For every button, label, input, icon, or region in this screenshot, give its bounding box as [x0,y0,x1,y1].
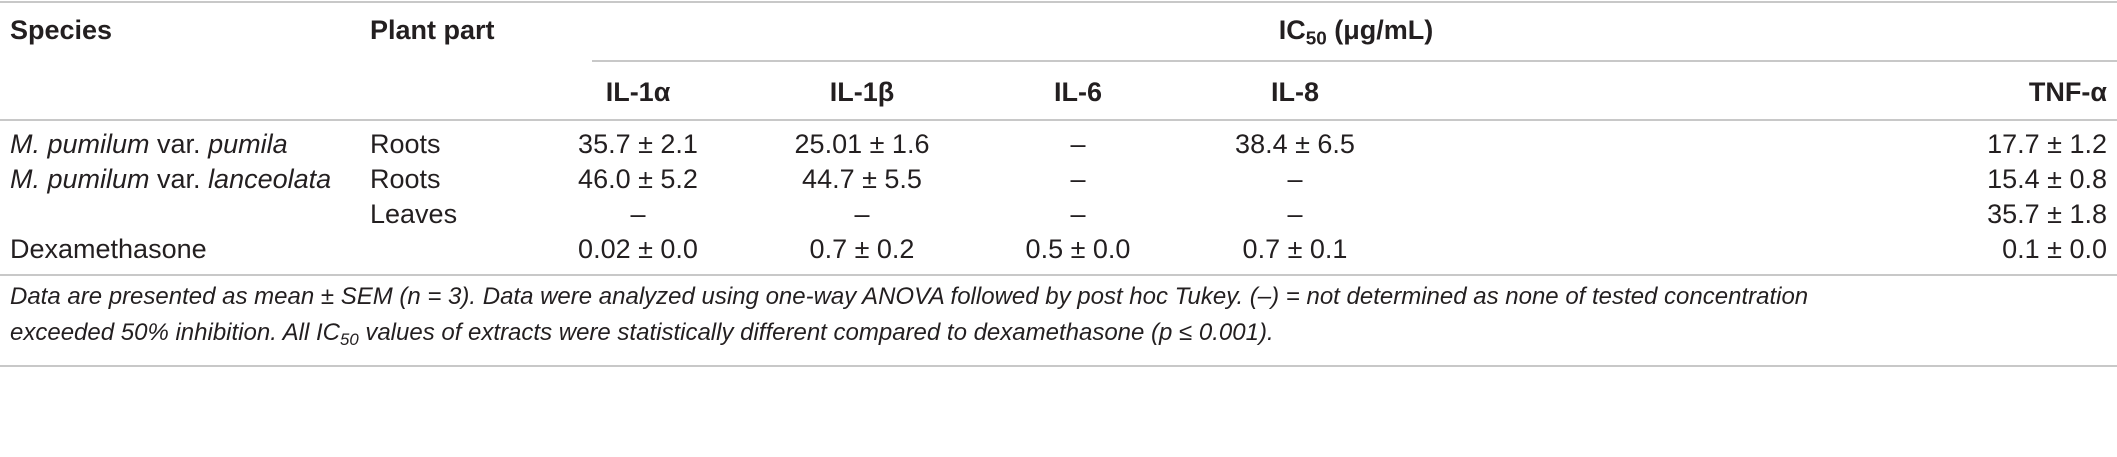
ic50-value-cell: 38.4 ± 6.5 [1235,129,1355,159]
species-name-part: Dexamethasone [10,234,207,264]
ic50-value-cell: – [1070,164,1086,194]
species-cell: M. pumilum var. lanceolata [10,162,331,196]
header-bottom-rule [0,119,2117,121]
footnote-text: exceeded 50% inhibition. All IC [10,319,340,346]
header-plant-part: Plant part [370,15,495,45]
ic50-value-cell: – [854,199,870,229]
table-footnote-line-2: exceeded 50% inhibition. All IC50 values… [10,318,1274,348]
species-name-part: var. [149,164,209,194]
species-name-part: M. pumilum [10,164,150,194]
ic50-value-cell: 0.02 ± 0.0 [578,234,698,264]
ic50-value-cell: – [1287,199,1303,229]
ic50-value-cell: 46.0 ± 5.2 [578,164,698,194]
ic50-value-cell: 15.4 ± 0.8 [1987,164,2107,194]
column-header: IL-1α [605,77,671,107]
species-name-part: lanceolata [208,164,332,194]
ic50-value-cell: 17.7 ± 1.2 [1987,129,2107,159]
table-footnote-line-1: Data are presented as mean ± SEM (n = 3)… [10,283,1809,310]
ic50-value-cell: – [1070,199,1086,229]
column-header: IL-8 [1270,77,1320,107]
footnote-text: values of extracts were statistically di… [358,319,1274,346]
table-top-rule [0,1,2117,3]
species-name-part: M. pumilum [10,129,150,159]
ic50-value-cell: 35.7 ± 1.8 [1987,199,2107,229]
footnote-subscript: 50 [339,330,359,350]
ic50-value-cell: 0.5 ± 0.0 [1025,234,1131,264]
species-name-part: pumila [208,129,288,159]
ic50-value-cell: – [1287,164,1303,194]
column-header: IL-6 [1053,77,1103,107]
column-header: TNF-α [2028,77,2107,107]
plant-part-cell: Roots [370,164,441,194]
species-cell: Dexamethasone [10,232,207,266]
table-bottom-rule [0,365,2117,367]
header-species: Species [10,15,113,45]
ic50-value-cell: – [1070,129,1086,159]
column-header: IL-1β [829,77,895,107]
header-ic50-unit: (μg/mL) [1326,15,1434,45]
header-ic50: IC50 (μg/mL) [1278,13,1434,50]
plant-part-cell: Leaves [370,199,458,229]
ic50-value-cell: 0.7 ± 0.2 [809,234,915,264]
plant-part-cell: Roots [370,129,441,159]
ic50-value-cell: 0.7 ± 0.1 [1242,234,1348,264]
ic50-value-cell: 25.01 ± 1.6 [794,129,930,159]
species-cell: M. pumilum var. pumila [10,127,288,161]
ic50-value-cell: 44.7 ± 5.5 [802,164,922,194]
header-ic50-subscript: 50 [1305,28,1327,50]
species-name-part: var. [149,129,209,159]
ic50-value-cell: – [630,199,646,229]
header-ic50-prefix: IC [1278,15,1306,45]
ic50-value-cell: 35.7 ± 2.1 [578,129,698,159]
body-bottom-rule [0,274,2117,276]
ic50-value-cell: 0.1 ± 0.0 [2002,234,2107,264]
ic50-span-rule [592,60,2117,62]
